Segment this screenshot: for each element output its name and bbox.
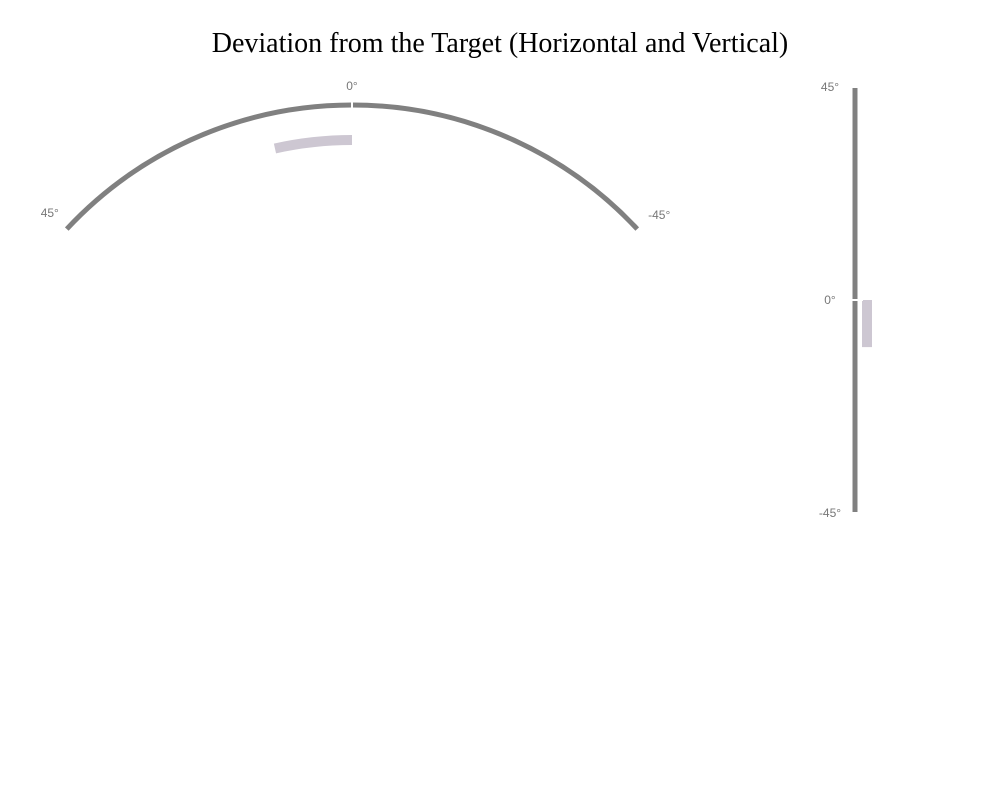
horizontal-tick-label-center: 0°: [346, 79, 358, 93]
vertical-tick-label-bottom: -45°: [819, 506, 841, 520]
vertical-tick-label-center: 0°: [824, 293, 836, 307]
vertical-deviation-bar: [862, 300, 872, 348]
horizontal-gauge: 45° 0° -45°: [41, 79, 670, 231]
chart-title: Deviation from the Target (Horizontal an…: [212, 28, 789, 59]
vertical-gauge: 45° 0° -45°: [819, 80, 872, 520]
horizontal-deviation-bar: [273, 135, 353, 154]
horizontal-gauge-track: [64, 102, 640, 231]
vertical-tick-label-top: 45°: [821, 80, 839, 94]
horizontal-tick-label-right: -45°: [648, 208, 670, 222]
horizontal-tick-label-left: 45°: [41, 206, 59, 220]
